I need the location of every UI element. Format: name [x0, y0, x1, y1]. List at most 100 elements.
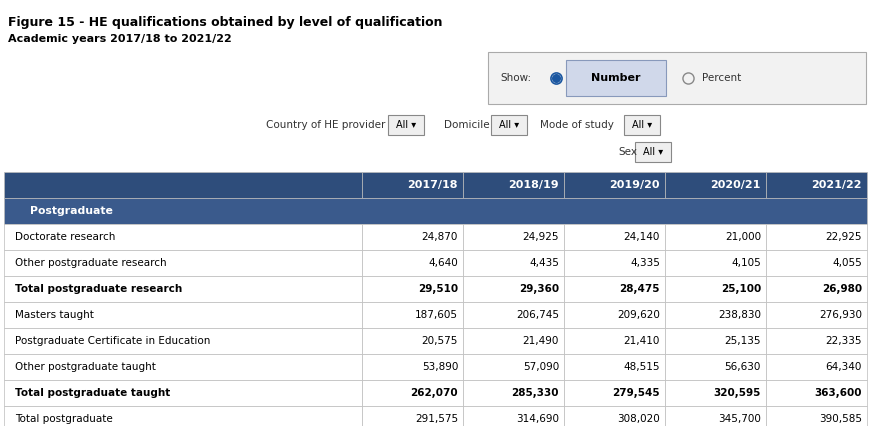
Bar — [4, 302, 362, 328]
Bar — [463, 380, 564, 406]
Text: 345,700: 345,700 — [718, 414, 761, 424]
Text: 29,510: 29,510 — [418, 284, 458, 294]
Text: All ▾: All ▾ — [643, 147, 663, 157]
Bar — [665, 172, 766, 198]
Text: 2020/21: 2020/21 — [711, 180, 761, 190]
Bar — [4, 380, 362, 406]
Text: 390,585: 390,585 — [819, 414, 862, 424]
Bar — [766, 406, 867, 426]
Text: 363,600: 363,600 — [814, 388, 862, 398]
Bar — [665, 406, 766, 426]
Text: 57,090: 57,090 — [523, 362, 559, 372]
Text: 21,490: 21,490 — [523, 336, 559, 346]
Bar — [4, 224, 362, 250]
Bar — [388, 115, 424, 135]
Bar — [766, 172, 867, 198]
Bar — [665, 302, 766, 328]
Bar — [665, 250, 766, 276]
Bar — [463, 250, 564, 276]
Bar — [362, 380, 463, 406]
Bar — [463, 302, 564, 328]
Bar — [766, 354, 867, 380]
Bar — [564, 250, 665, 276]
Bar — [463, 328, 564, 354]
Bar — [4, 354, 362, 380]
Text: 262,070: 262,070 — [410, 388, 458, 398]
Bar — [362, 328, 463, 354]
Bar — [766, 380, 867, 406]
Text: Percent: Percent — [702, 73, 741, 83]
Text: 2017/18: 2017/18 — [408, 180, 458, 190]
Bar — [766, 328, 867, 354]
Text: 24,140: 24,140 — [624, 232, 660, 242]
Text: 285,330: 285,330 — [511, 388, 559, 398]
Text: 4,335: 4,335 — [630, 258, 660, 268]
Bar — [4, 250, 362, 276]
Bar — [665, 328, 766, 354]
Text: Other postgraduate taught: Other postgraduate taught — [15, 362, 156, 372]
Text: Figure 15 - HE qualifications obtained by level of qualification: Figure 15 - HE qualifications obtained b… — [8, 16, 442, 29]
Text: 29,360: 29,360 — [519, 284, 559, 294]
Bar — [4, 406, 362, 426]
Bar — [665, 380, 766, 406]
Text: 56,630: 56,630 — [725, 362, 761, 372]
Bar — [362, 172, 463, 198]
Text: 291,575: 291,575 — [415, 414, 458, 424]
Text: 24,925: 24,925 — [523, 232, 559, 242]
Bar — [4, 276, 362, 302]
Text: 4,640: 4,640 — [429, 258, 458, 268]
Bar — [564, 172, 665, 198]
Bar — [665, 224, 766, 250]
Bar — [564, 276, 665, 302]
Text: 21,000: 21,000 — [725, 232, 761, 242]
Bar — [766, 276, 867, 302]
Text: 21,410: 21,410 — [624, 336, 660, 346]
Text: 53,890: 53,890 — [422, 362, 458, 372]
Bar — [566, 60, 666, 96]
Text: Number: Number — [591, 73, 641, 83]
Text: 308,020: 308,020 — [618, 414, 660, 424]
Bar — [766, 250, 867, 276]
Text: All ▾: All ▾ — [632, 120, 652, 130]
Bar — [766, 302, 867, 328]
Text: 64,340: 64,340 — [826, 362, 862, 372]
Text: All ▾: All ▾ — [499, 120, 519, 130]
Text: 24,870: 24,870 — [422, 232, 458, 242]
Text: 238,830: 238,830 — [718, 310, 761, 320]
Bar — [4, 328, 362, 354]
Text: Other postgraduate research: Other postgraduate research — [15, 258, 166, 268]
Text: Postgraduate Certificate in Education: Postgraduate Certificate in Education — [15, 336, 210, 346]
Text: Doctorate research: Doctorate research — [15, 232, 115, 242]
Bar — [635, 142, 671, 162]
Bar — [463, 354, 564, 380]
Bar — [362, 250, 463, 276]
Bar — [624, 115, 660, 135]
Text: Academic years 2017/18 to 2021/22: Academic years 2017/18 to 2021/22 — [8, 34, 232, 44]
Bar — [463, 224, 564, 250]
Text: 48,515: 48,515 — [624, 362, 660, 372]
Text: Sex: Sex — [618, 147, 637, 157]
Bar — [766, 224, 867, 250]
Text: Total postgraduate: Total postgraduate — [15, 414, 112, 424]
Text: All ▾: All ▾ — [396, 120, 416, 130]
Text: Masters taught: Masters taught — [15, 310, 93, 320]
Text: 4,105: 4,105 — [732, 258, 761, 268]
Bar — [564, 328, 665, 354]
Text: 2018/19: 2018/19 — [509, 180, 559, 190]
Bar — [463, 276, 564, 302]
Text: Postgraduate: Postgraduate — [30, 206, 112, 216]
Bar — [362, 276, 463, 302]
Text: Domicile: Domicile — [444, 120, 490, 130]
Bar — [491, 115, 527, 135]
Bar — [463, 406, 564, 426]
Text: 187,605: 187,605 — [415, 310, 458, 320]
Text: 206,745: 206,745 — [516, 310, 559, 320]
Text: Total postgraduate taught: Total postgraduate taught — [15, 388, 170, 398]
Text: 276,930: 276,930 — [819, 310, 862, 320]
Text: 209,620: 209,620 — [618, 310, 660, 320]
Bar — [665, 354, 766, 380]
Text: 22,925: 22,925 — [826, 232, 862, 242]
Text: 4,435: 4,435 — [530, 258, 559, 268]
Bar — [564, 406, 665, 426]
Bar — [362, 354, 463, 380]
